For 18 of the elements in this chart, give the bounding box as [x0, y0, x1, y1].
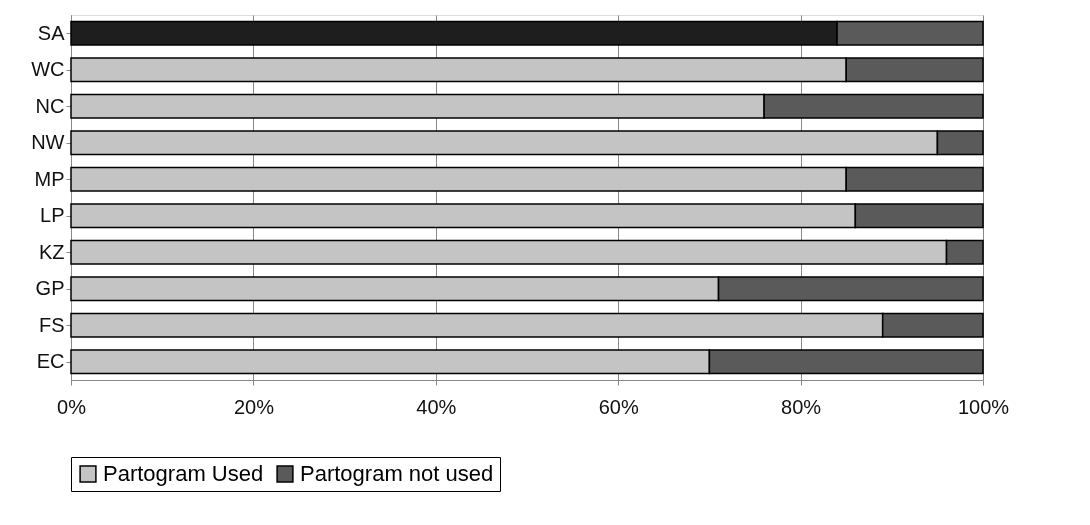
y-tick-label: EC — [36, 350, 65, 373]
y-tick-label: WC — [31, 58, 65, 81]
y-tick-label: KZ — [38, 240, 65, 263]
y-tick-label: NC — [35, 94, 65, 117]
y-tick-label: GP — [35, 277, 65, 300]
legend-label: Partogram not used — [300, 461, 494, 486]
x-tick-label: 0% — [57, 395, 87, 418]
x-tick-label: 80% — [781, 395, 822, 418]
x-tick-label: 60% — [598, 395, 639, 418]
x-tick-label: 20% — [233, 395, 275, 418]
y-tick-label: SA — [37, 21, 66, 44]
legend-label: Partogram Used — [103, 461, 264, 486]
y-tick-label: MP — [34, 167, 65, 190]
y-tick-label: FS — [38, 313, 65, 336]
y-tick-label: NW — [31, 131, 65, 154]
y-tick-label: LP — [40, 204, 65, 227]
x-tick-label: 100% — [957, 395, 1010, 418]
x-tick-label: 40% — [416, 395, 457, 418]
